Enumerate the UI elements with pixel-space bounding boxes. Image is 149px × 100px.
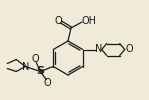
Text: S: S <box>36 66 44 76</box>
Text: O: O <box>44 78 51 88</box>
Text: OH: OH <box>82 16 97 26</box>
Text: N: N <box>22 62 29 72</box>
Text: N: N <box>95 44 102 54</box>
Text: O: O <box>126 44 134 54</box>
Text: O: O <box>55 16 62 26</box>
Text: O: O <box>31 54 39 64</box>
